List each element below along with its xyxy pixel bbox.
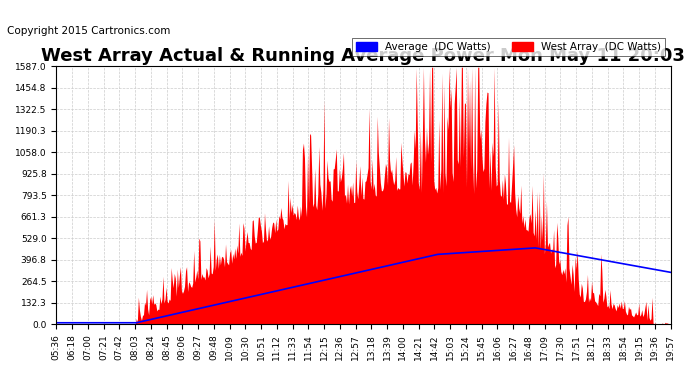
Text: Copyright 2015 Cartronics.com: Copyright 2015 Cartronics.com — [7, 26, 170, 36]
Legend: Average  (DC Watts), West Array  (DC Watts): Average (DC Watts), West Array (DC Watts… — [352, 38, 665, 56]
Title: West Array Actual & Running Average Power Mon May 11 20:03: West Array Actual & Running Average Powe… — [41, 46, 685, 64]
